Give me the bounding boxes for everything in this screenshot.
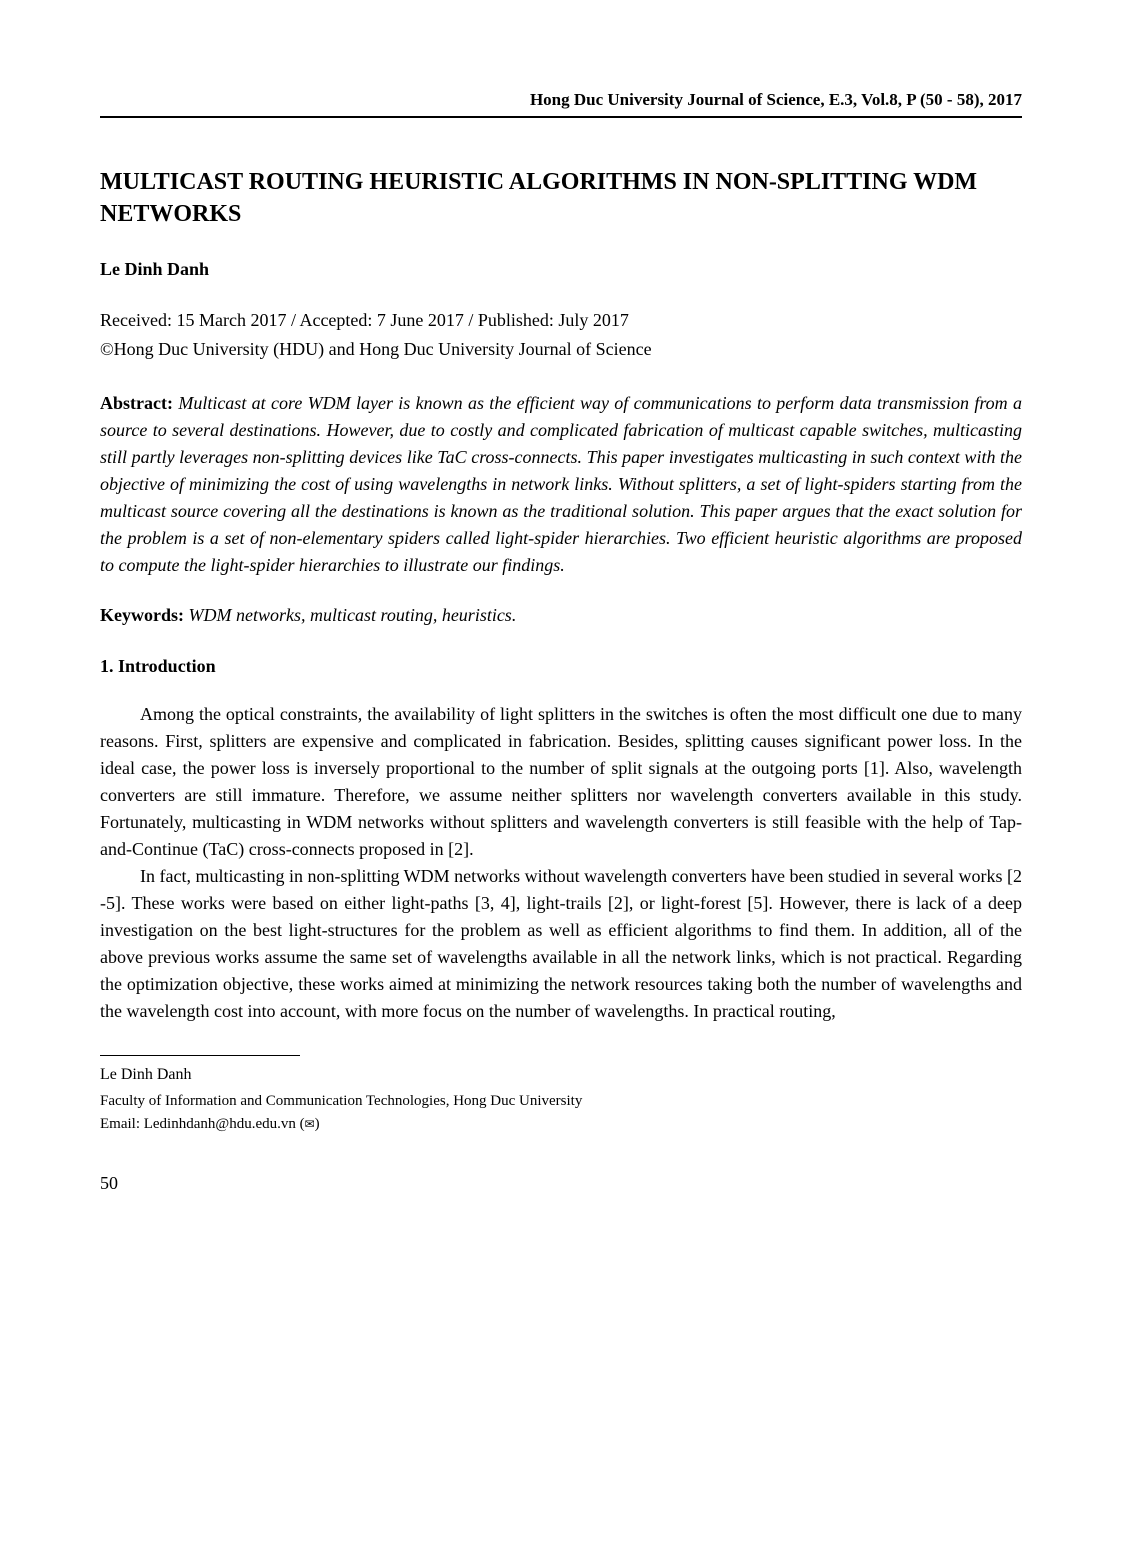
body-paragraph-2: In fact, multicasting in non-splitting W… <box>100 863 1022 1025</box>
keywords-label: Keywords: <box>100 605 184 625</box>
body-paragraph-1: Among the optical constraints, the avail… <box>100 701 1022 863</box>
keywords-text: WDM networks, multicast routing, heurist… <box>184 605 516 625</box>
envelope-icon: ✉ <box>305 1117 315 1131</box>
authors: Le Dinh Danh <box>100 259 1022 280</box>
footnote-affiliation: Faculty of Information and Communication… <box>100 1091 1022 1112</box>
abstract-label: Abstract: <box>100 393 173 413</box>
abstract-block: Abstract: Multicast at core WDM layer is… <box>100 390 1022 579</box>
copyright-line: ©Hong Duc University (HDU) and Hong Duc … <box>100 337 1022 362</box>
paper-title: MULTICAST ROUTING HEURISTIC ALGORITHMS I… <box>100 166 1022 231</box>
footnote-email-prefix: Email: Ledinhdanh@hdu.edu.vn ( <box>100 1116 305 1132</box>
footnote-email-suffix: ) <box>315 1116 320 1132</box>
footnote-email: Email: Ledinhdanh@hdu.edu.vn (✉) <box>100 1114 1022 1135</box>
section-heading-introduction: 1. Introduction <box>100 656 1022 677</box>
keywords-block: Keywords: WDM networks, multicast routin… <box>100 605 1022 626</box>
page-number: 50 <box>100 1173 1022 1194</box>
running-header: Hong Duc University Journal of Science, … <box>100 90 1022 118</box>
footnote-separator <box>100 1055 300 1056</box>
footnote-author-name: Le Dinh Danh <box>100 1064 1022 1086</box>
abstract-text: Multicast at core WDM layer is known as … <box>100 393 1022 575</box>
publication-dates: Received: 15 March 2017 / Accepted: 7 Ju… <box>100 308 1022 333</box>
